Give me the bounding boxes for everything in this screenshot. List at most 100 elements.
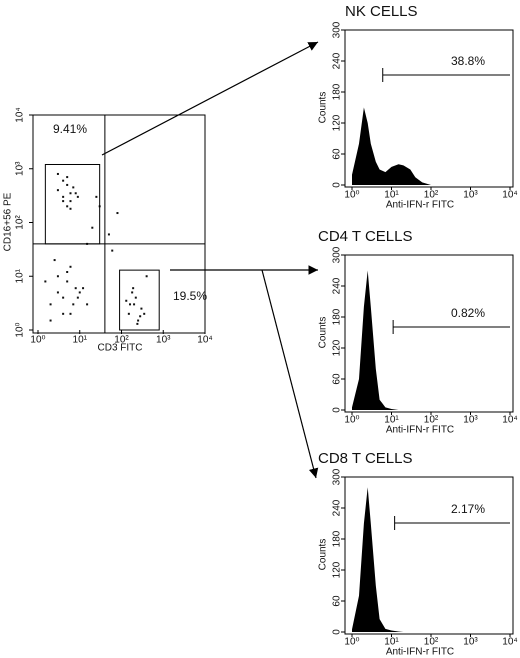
point xyxy=(49,319,52,322)
y-axis-label: Counts xyxy=(318,92,329,124)
point xyxy=(136,322,139,325)
histogram-area xyxy=(352,107,431,185)
point xyxy=(145,275,148,278)
y-tick-label: 180 xyxy=(332,308,343,325)
x-tick-label: 10¹ xyxy=(73,335,88,346)
point xyxy=(107,233,110,236)
x-tick-label: 10³ xyxy=(463,190,478,201)
x-axis-label: Anti-IFN-r FITC xyxy=(386,200,454,211)
x-tick-label: 10¹ xyxy=(384,190,399,201)
plot-frame xyxy=(344,476,514,635)
point xyxy=(74,192,77,195)
y-tick-label: 180 xyxy=(332,530,343,547)
point xyxy=(69,200,72,203)
x-tick-label: 10⁰ xyxy=(30,335,45,346)
arrows xyxy=(101,41,319,479)
y-tick-label: 10⁰ xyxy=(15,322,26,337)
point xyxy=(53,259,56,262)
point xyxy=(125,299,128,302)
x-tick-label: 10³ xyxy=(463,415,478,426)
x-tick-label: 10⁴ xyxy=(502,415,517,426)
point xyxy=(116,212,119,215)
point xyxy=(66,270,69,273)
point xyxy=(62,195,65,198)
x-tick-label: 10⁴ xyxy=(502,190,517,201)
point xyxy=(44,280,47,283)
panel-title: NK CELLS xyxy=(345,3,418,20)
y-tick-label: 180 xyxy=(332,83,343,100)
y-tick-label: 300 xyxy=(332,246,343,263)
arrow xyxy=(101,41,319,156)
y-tick-label: 10² xyxy=(15,215,26,230)
point xyxy=(69,312,72,315)
gate-label: 9.41% xyxy=(53,122,87,136)
y-tick-label: 60 xyxy=(332,148,343,160)
y-tick-label: 120 xyxy=(332,114,343,131)
point xyxy=(143,312,146,315)
point xyxy=(49,303,52,306)
point xyxy=(134,296,137,299)
point xyxy=(62,296,65,299)
point xyxy=(66,176,69,179)
x-tick-label: 10³ xyxy=(463,637,478,648)
gate xyxy=(44,163,101,245)
point xyxy=(69,207,72,210)
point xyxy=(56,189,59,192)
point xyxy=(86,303,89,306)
y-tick-label: 240 xyxy=(332,277,343,294)
gate-label: 2.17% xyxy=(451,502,485,516)
point xyxy=(66,205,69,208)
histogram-area xyxy=(352,270,431,410)
point xyxy=(131,291,134,294)
y-tick-label: 240 xyxy=(332,52,343,69)
panel-title: CD8 T CELLS xyxy=(318,450,413,467)
y-axis-label: CD16+56 PE xyxy=(3,192,14,251)
arrow xyxy=(261,269,319,479)
gate xyxy=(119,269,160,331)
point xyxy=(69,265,72,268)
point xyxy=(76,195,79,198)
point xyxy=(78,291,81,294)
x-tick-label: 10³ xyxy=(156,335,171,346)
y-tick-label: 10⁴ xyxy=(15,107,26,122)
point xyxy=(127,312,130,315)
point xyxy=(95,195,98,198)
point xyxy=(69,192,72,195)
y-tick-label: 120 xyxy=(332,339,343,356)
y-tick-label: 60 xyxy=(332,373,343,385)
x-tick-label: 10⁰ xyxy=(344,415,359,426)
point xyxy=(56,275,59,278)
gate-label: 0.82% xyxy=(451,306,485,320)
point xyxy=(76,296,79,299)
x-tick-label: 10² xyxy=(424,415,439,426)
point xyxy=(140,307,143,310)
y-tick-label: 0 xyxy=(332,407,343,413)
point xyxy=(66,183,69,186)
point xyxy=(62,200,65,203)
y-axis-label: Counts xyxy=(318,317,329,349)
x-axis-label: Anti-IFN-r FITC xyxy=(386,647,454,658)
plot-frame xyxy=(344,254,514,413)
point xyxy=(72,186,75,189)
plot-frame xyxy=(344,29,514,188)
point xyxy=(129,303,132,306)
y-tick-label: 0 xyxy=(332,182,343,188)
point xyxy=(66,280,69,283)
x-tick-label: 10¹ xyxy=(384,415,399,426)
y-tick-label: 60 xyxy=(332,595,343,607)
x-tick-label: 10² xyxy=(114,335,129,346)
point xyxy=(56,291,59,294)
y-tick-label: 300 xyxy=(332,21,343,38)
gate-label: 38.8% xyxy=(451,54,485,68)
point xyxy=(72,303,75,306)
point xyxy=(111,249,114,252)
x-tick-label: 10¹ xyxy=(384,637,399,648)
point xyxy=(91,226,94,229)
x-tick-label: 10⁰ xyxy=(344,637,359,648)
point xyxy=(133,303,136,306)
point xyxy=(62,179,65,182)
gate-label: 19.5% xyxy=(173,289,207,303)
point xyxy=(137,319,140,322)
y-tick-label: 10¹ xyxy=(15,268,26,283)
